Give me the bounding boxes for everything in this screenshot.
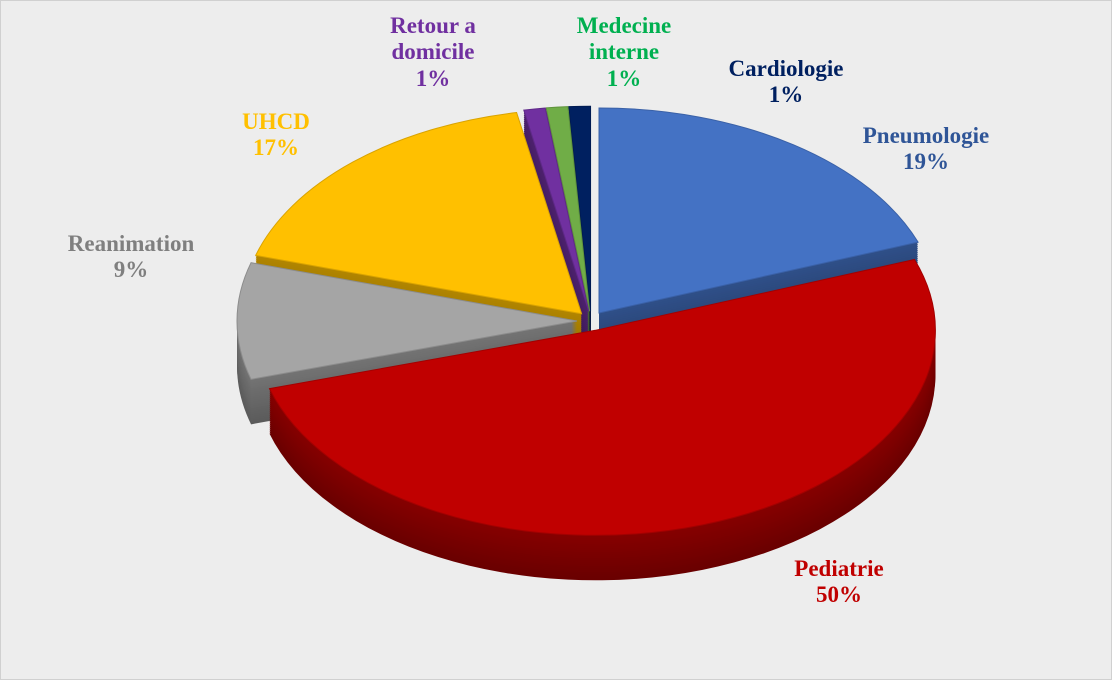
value-label: 17% <box>252 135 299 161</box>
slice <box>254 111 583 315</box>
data-label: Pneumologie 19% <box>863 123 990 176</box>
slice-side <box>523 115 589 319</box>
slice <box>568 105 592 312</box>
slice <box>598 107 919 314</box>
category-label: Retour a domicile <box>390 13 476 65</box>
category-label: UHCD <box>242 109 310 134</box>
data-label: UHCD 17% <box>242 109 310 162</box>
category-label: Reanimation <box>67 231 195 256</box>
slice <box>268 258 936 536</box>
slice-side <box>523 129 589 333</box>
data-label: Reanimation 9% <box>68 231 195 284</box>
data-label: Cardiologie 1% <box>729 56 844 109</box>
slice-side <box>523 117 589 321</box>
value-label: 50% <box>816 582 862 608</box>
slice-side <box>523 123 589 327</box>
category-label: Medecine interne <box>576 13 672 65</box>
slice <box>236 262 578 380</box>
value-label: 1% <box>768 82 804 108</box>
value-label: 1% <box>415 65 451 91</box>
data-label: Pediatrie 50% <box>794 556 883 609</box>
slice-side <box>523 119 589 323</box>
category-label: Pneumologie <box>862 123 990 148</box>
data-label: Retour a domicile 1% <box>378 13 488 92</box>
slice-side <box>523 131 589 335</box>
slice-side <box>523 113 589 317</box>
slice-side <box>523 121 589 325</box>
value-label: 9% <box>113 257 149 283</box>
category-label: Cardiologie <box>728 56 844 81</box>
category-label: Pediatrie <box>794 556 884 581</box>
value-label: 1% <box>606 65 642 91</box>
value-label: 19% <box>903 149 949 175</box>
slice-side <box>523 127 589 331</box>
data-label: Medecine interne 1% <box>564 13 684 92</box>
slice <box>523 107 590 312</box>
slice <box>545 106 591 312</box>
slice-side <box>523 125 589 329</box>
